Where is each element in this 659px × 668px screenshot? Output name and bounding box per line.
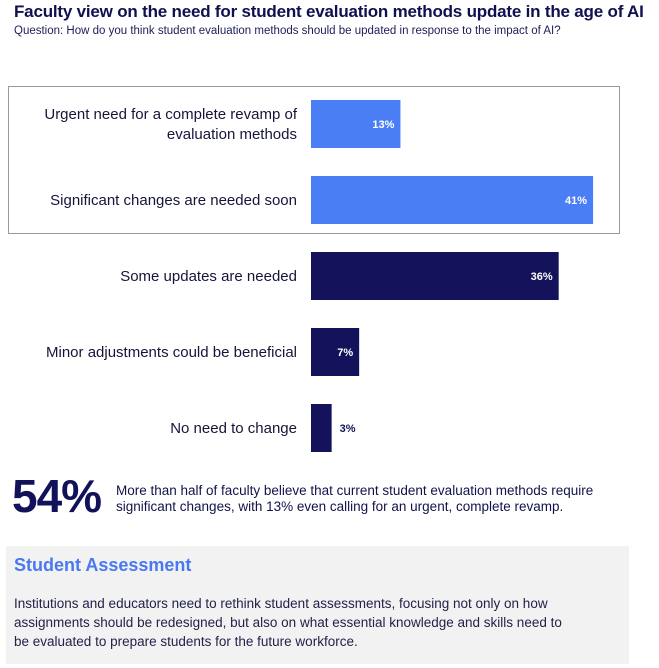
- bar-3: [311, 252, 559, 300]
- category-label-5: No need to change: [170, 420, 297, 437]
- value-label-1: 13%: [372, 119, 394, 131]
- value-label-5: 3%: [340, 423, 356, 435]
- chart-subtitle: Question: How do you think student evalu…: [14, 25, 561, 37]
- highlight-box: [8, 86, 620, 234]
- big-stat-value: 54%: [12, 470, 102, 522]
- student-assessment-panel: Student Assessment Institutions and educ…: [6, 546, 629, 664]
- category-label-4: Minor adjustments could be beneficial: [46, 344, 297, 361]
- panel-text: Institutions and educators need to rethi…: [14, 596, 562, 649]
- category-label-1-line-1: Urgent need for a complete revamp of: [44, 106, 297, 123]
- panel-title: Student Assessment: [14, 555, 192, 575]
- bar-chart: 13% Urgent need for a complete revamp of e…: [44, 100, 594, 452]
- category-label-3: Some updates are needed: [120, 268, 297, 285]
- value-label-2: 41%: [565, 195, 587, 207]
- bar-2: [311, 176, 594, 224]
- bar-5: [311, 404, 332, 452]
- value-label-3: 36%: [531, 271, 553, 283]
- category-label-2: Significant changes are needed soon: [50, 192, 297, 209]
- category-label-1-line-2: evaluation methods: [167, 126, 297, 143]
- big-stat-description: More than half of faculty believe that c…: [116, 483, 594, 514]
- value-label-4: 7%: [337, 347, 353, 359]
- chart-title: Faculty view on the need for student eva…: [14, 2, 644, 21]
- bar-4: [311, 328, 360, 376]
- bar-1: [311, 100, 401, 148]
